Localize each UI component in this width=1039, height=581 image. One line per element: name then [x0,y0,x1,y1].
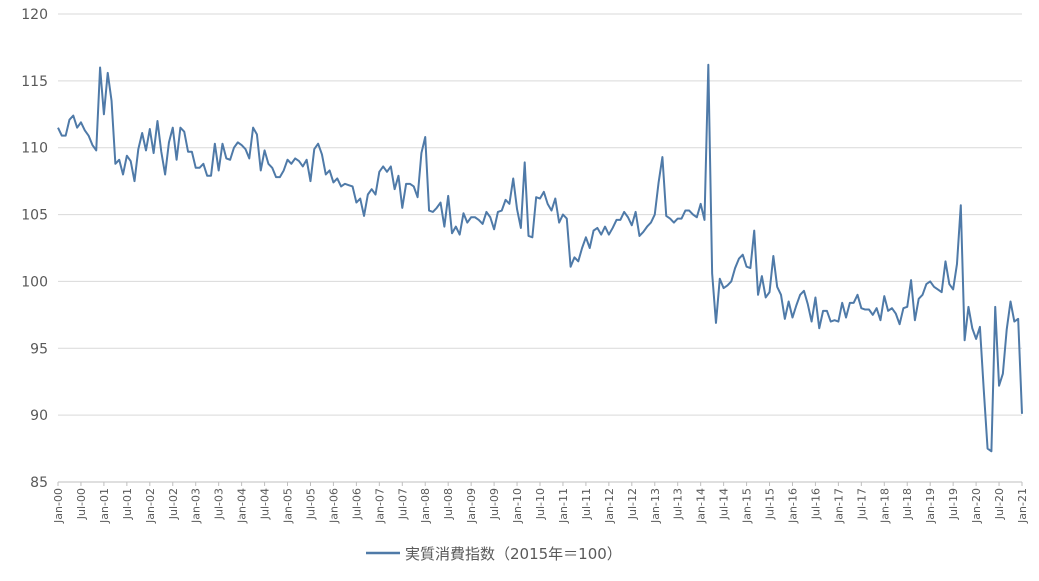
x-tick-label: Jan-07 [373,488,386,524]
x-tick-label: Jan-18 [878,488,891,524]
x-tick-label: Jul-12 [626,488,639,520]
x-tick-label: Jul-20 [993,488,1006,520]
x-tick-label: Jul-01 [121,488,134,520]
x-tick-label: Jul-02 [167,488,180,520]
x-tick-label: Jan-01 [98,488,111,524]
x-tick-label: Jul-17 [855,488,868,520]
x-tick-label: Jan-10 [511,488,524,524]
series-layer [57,63,1023,453]
y-tick-label: 90 [30,408,48,424]
legend: 実質消費指数（2015年＝100） [366,545,622,563]
x-tick-label: Jan-12 [603,488,616,524]
x-tick-label: Jan-00 [52,488,65,524]
x-tick-label: Jul-14 [718,488,731,520]
x-tick-label: Jul-18 [901,488,914,520]
x-tick-label: Jan-09 [465,488,478,524]
x-tick-label: Jul-04 [259,488,272,520]
x-tick-label: Jul-10 [534,488,547,520]
x-axis-ticks: Jan-00 Jul-00 Jan-01 Jul-01 Jan-02 Jul-02 Jan-… [52,482,1029,524]
legend-label: 実質消費指数（2015年＝100） [405,545,622,563]
x-tick-label: Jul-05 [304,488,317,520]
x-tick-label: Jan-05 [282,488,295,524]
x-tick-label: Jan-17 [832,488,845,524]
x-tick-label: Jul-13 [672,488,685,520]
y-tick-label: 100 [21,274,48,290]
y-tick-label: 115 [21,74,48,90]
x-tick-label: Jan-03 [190,488,203,524]
x-tick-label: Jan-11 [557,488,570,524]
x-tick-label: Jan-19 [924,488,937,524]
x-tick-label: Jan-08 [419,488,432,524]
x-tick-label: Jul-00 [75,488,88,520]
x-tick-label: Jul-11 [580,488,593,520]
x-tick-label: Jul-19 [947,488,960,520]
x-tick-label: Jan-20 [970,488,983,524]
y-tick-label: 110 [21,141,48,157]
x-tick-label: Jul-07 [396,488,409,520]
x-tick-label: Jan-06 [327,488,340,524]
x-tick-label: Jan-15 [741,488,754,524]
x-tick-label: Jul-03 [213,488,226,520]
x-tick-label: Jan-21 [1016,488,1029,524]
x-tick-label: Jul-09 [488,488,501,520]
y-tick-label: 120 [21,7,48,23]
y-tick-label: 95 [30,341,48,357]
gridlines [58,13,1022,483]
y-tick-label: 105 [21,208,48,224]
x-tick-label: Jan-13 [649,488,662,524]
x-tick-label: Jan-04 [236,488,249,524]
x-tick-label: Jan-16 [786,488,799,524]
x-tick-label: Jan-02 [144,488,157,524]
x-tick-label: Jul-08 [442,488,455,520]
x-tick-label: Jul-06 [350,488,363,520]
x-tick-label: Jul-16 [809,488,822,520]
y-tick-label: 85 [30,475,48,491]
x-tick-label: Jul-15 [764,488,777,520]
y-axis-ticks: 85 90 95 100 105 110 115 120 [21,7,48,491]
x-tick-label: Jan-14 [695,488,708,524]
series-line-real-consumption-index [57,63,1023,453]
